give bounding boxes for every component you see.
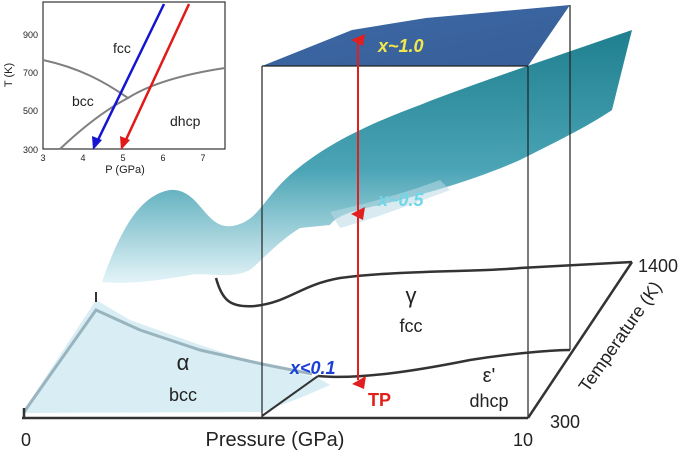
pressure-min-label: 0 — [21, 430, 31, 450]
inset-red-arrow — [122, 3, 191, 145]
temperature-axis-label: Temperature (K) — [575, 278, 666, 396]
x-mid-label: x~0.5 — [377, 190, 425, 210]
inset-blue-arrowhead — [92, 136, 102, 150]
inset-y-tick: 500 — [23, 106, 38, 116]
inset-bcc-dhcp-boundary — [59, 97, 129, 150]
inset-dhcp-label: dhcp — [170, 113, 201, 129]
tp-boundary — [261, 375, 319, 417]
inset-x-tick: 3 — [40, 153, 45, 163]
marker-tp — [352, 376, 366, 389]
temperature-max-label: 1400 — [638, 256, 678, 276]
x-low-label: x<0.1 — [289, 358, 336, 378]
fcc-dhcp-boundary — [317, 348, 571, 379]
inset-fcc-label: fcc — [113, 40, 131, 56]
inset-bcc-label: bcc — [72, 93, 94, 109]
pressure-max-label: 10 — [513, 430, 533, 450]
tp-label: TP — [368, 390, 391, 410]
marker-x-high — [351, 34, 365, 46]
inset-x-tick: 6 — [160, 153, 165, 163]
inset-y-tick: 700 — [23, 68, 38, 78]
inset-red-arrowhead — [120, 136, 130, 150]
inset-x-tick: 5 — [120, 153, 125, 163]
epsilon-label: ε' — [483, 365, 496, 387]
top-surface — [262, 5, 570, 66]
bcc-label: bcc — [169, 385, 197, 405]
bcc-boundary-curve — [22, 308, 313, 413]
inset-y-axis-label: T (K) — [3, 63, 15, 87]
inset-y-tick: 900 — [23, 30, 38, 40]
pressure-axis-label: Pressure (GPa) — [206, 429, 345, 451]
inset-bcc-fcc-boundary — [42, 59, 226, 100]
base-frame — [22, 261, 634, 420]
inset-x-tick: 4 — [80, 153, 85, 163]
fcc-label: fcc — [399, 316, 422, 336]
fcc-bcc-boundary — [214, 260, 633, 308]
alpha-label: α — [177, 350, 190, 375]
inset-x-tick: 7 — [200, 153, 205, 163]
inset-y-tick: 300 — [23, 145, 38, 155]
bcc-region-shading — [22, 300, 330, 413]
mid-surface — [102, 30, 632, 283]
inset-blue-arrow — [94, 3, 166, 145]
marker-x-mid — [351, 207, 365, 220]
box-frame — [261, 5, 571, 418]
inset-x-axis-label: P (GPa) — [105, 164, 145, 176]
dhcp-label: dhcp — [469, 391, 508, 411]
x-high-label: x~1.0 — [377, 36, 424, 56]
temperature-min-label: 300 — [550, 412, 580, 432]
inset-chart: fcc bcc dhcp 900 700 500 300 3 4 5 6 7 P… — [0, 0, 232, 176]
gamma-label: γ — [406, 283, 417, 308]
